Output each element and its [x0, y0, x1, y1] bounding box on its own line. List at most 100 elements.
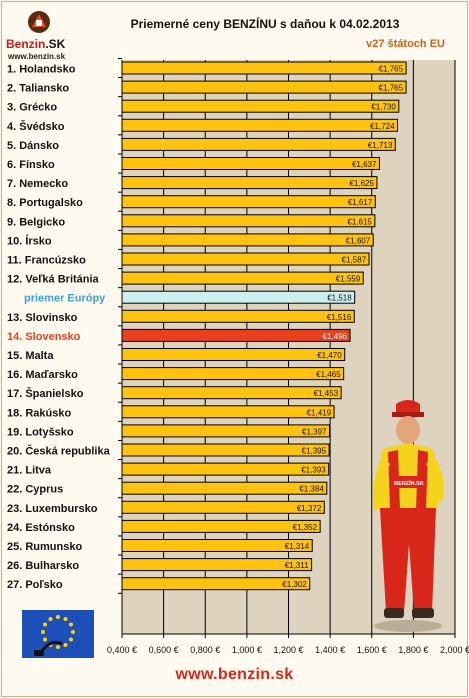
category-label: 27. Poľsko [7, 579, 63, 591]
eu-flag-icon [22, 610, 94, 658]
value-label: €1,617 [348, 198, 373, 207]
category-label: 2. Taliansko [7, 83, 69, 95]
x-tick-label: 1,200 € [273, 645, 303, 655]
category-label: 8. Portugalsko [7, 197, 83, 209]
value-label: €1,625 [349, 179, 374, 188]
value-label: €1,453 [314, 389, 339, 398]
bar [121, 176, 378, 190]
bar [121, 137, 396, 151]
eu-star [68, 637, 73, 642]
category-label: 7. Nemecko [7, 178, 68, 190]
bar [121, 367, 345, 381]
eu-star [63, 642, 68, 647]
value-label: €1,496 [323, 332, 348, 341]
value-label: €1,615 [347, 217, 372, 226]
eu-star [43, 637, 48, 642]
bar [121, 500, 325, 514]
category-label: 19. Lotyšsko [7, 426, 74, 438]
x-tick-label: 0,600 € [149, 645, 179, 655]
logo-url[interactable]: www.benzin.sk [8, 52, 66, 61]
category-label: priemer Európy [24, 293, 106, 305]
bar [121, 309, 355, 323]
mascot-illustration: BENZÍN.SK [373, 400, 444, 632]
eu-star [63, 617, 68, 622]
category-label: 5. Dánsko [7, 140, 59, 152]
value-label: €1,352 [293, 523, 318, 532]
eu-star [56, 645, 60, 649]
category-label: 15. Malta [7, 350, 54, 362]
category-label: 18. Rakúsko [7, 407, 71, 419]
bar [121, 214, 376, 228]
bar [121, 519, 321, 533]
value-label: €1,607 [346, 236, 371, 245]
category-label: 22. Cyprus [7, 484, 63, 496]
category-label: 10. Írsko [7, 234, 52, 247]
value-label: €1,559 [336, 275, 361, 284]
category-label: 9. Belgicko [7, 216, 65, 228]
category-label: 20. Česká republika [7, 445, 111, 458]
eu-star [71, 630, 75, 634]
category-label: 17. Španielsko [7, 387, 84, 400]
value-label: €1,384 [299, 485, 324, 494]
eu-star [68, 622, 73, 627]
category-label: 1. Holandsko [7, 64, 76, 76]
category-label: 23. Luxembursko [7, 503, 98, 515]
value-label: €1,470 [317, 351, 342, 360]
value-label: €1,393 [301, 466, 326, 475]
bar [121, 558, 313, 572]
bar [121, 328, 351, 342]
x-tick-label: 1,000 € [232, 645, 262, 655]
category-label: 16. Maďarsko [7, 369, 78, 381]
footer-url[interactable]: www.benzin.sk [175, 666, 294, 683]
bar [121, 61, 407, 75]
bar [121, 252, 370, 266]
bar [121, 157, 380, 170]
category-label: 3. Grécko [7, 102, 57, 114]
value-label: €1,311 [285, 561, 309, 570]
eu-star [48, 617, 53, 622]
category-label: 24. Estónsko [7, 522, 75, 534]
bar [121, 424, 331, 438]
bar [121, 539, 313, 552]
value-label: €1,397 [302, 427, 327, 436]
bar [121, 577, 311, 591]
value-label: €1,518 [327, 294, 352, 303]
bar [121, 233, 374, 247]
category-label: 11. Francúzsko [7, 255, 86, 267]
value-label: €1,419 [307, 408, 332, 417]
bar [121, 405, 335, 419]
value-label: €1,516 [327, 313, 352, 322]
category-label: 21. Litva [7, 465, 52, 477]
x-tick-label: 1,400 € [315, 645, 345, 655]
value-label: €1,765 [379, 65, 404, 74]
eu-star [43, 622, 48, 627]
bar [121, 348, 346, 361]
category-label: 12. Veľká Británia [7, 274, 100, 286]
value-label: €1,302 [282, 580, 307, 589]
category-label: 25. Rumunsko [7, 541, 82, 553]
chart-title: Priemerné ceny BENZÍNU s daňou k 04.02.2… [130, 17, 400, 31]
eu-star [56, 615, 60, 619]
chart-subtitle: v27 štátoch EU [366, 38, 445, 50]
category-label: 4. Švédsko [7, 120, 65, 133]
benzin-logo[interactable]: Benzin.SK www.benzin.sk [6, 10, 70, 66]
bar [121, 462, 330, 476]
bar [121, 481, 328, 495]
bar [121, 99, 400, 113]
bar [121, 386, 342, 400]
fuel-pump-icon [28, 11, 50, 33]
value-label: €1,395 [302, 447, 327, 456]
mascot-badge: BENZÍN.SK [394, 479, 424, 487]
value-label: €1,465 [316, 370, 341, 379]
eu-star [41, 630, 45, 634]
value-label: €1,314 [285, 542, 310, 551]
x-tick-label: 0,800 € [190, 645, 220, 655]
value-label: €1,765 [379, 84, 404, 93]
bar [121, 195, 376, 209]
category-label: 6. Fínsko [7, 159, 55, 171]
x-tick-label: 0,400 € [107, 645, 137, 655]
bar [121, 443, 330, 457]
bar [121, 290, 356, 304]
category-label: 14. Slovensko [7, 331, 81, 343]
value-label: €1,372 [297, 504, 322, 513]
